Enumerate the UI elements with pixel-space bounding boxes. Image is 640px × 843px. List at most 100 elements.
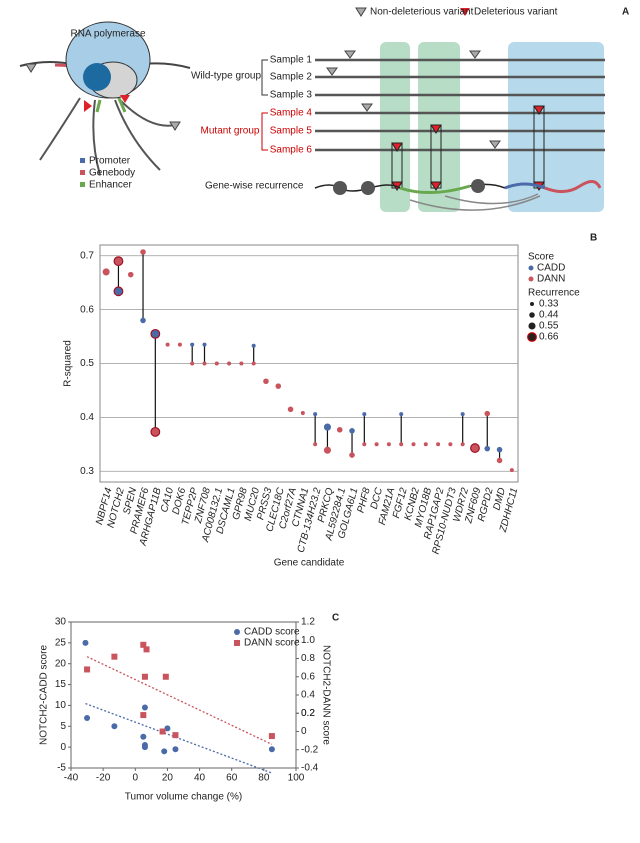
dot [436, 442, 441, 447]
dot [399, 412, 404, 417]
y2-tick-label: -0.4 [301, 763, 319, 774]
x-tick-label: -20 [96, 773, 111, 784]
x-axis-title: Tumor volume change (%) [125, 792, 242, 803]
polymerase-label: RNA polymerase [70, 29, 145, 40]
y-tick-label: 30 [55, 617, 67, 628]
legend-label: DANN score [244, 638, 300, 649]
legend-label: Genebody [89, 168, 135, 179]
point [141, 704, 148, 711]
y-tick-label: 0.6 [80, 304, 94, 315]
legend-label: 0.44 [539, 310, 559, 321]
group-label: Wild-type group [191, 71, 261, 82]
y-tick-label: 15 [55, 679, 67, 690]
point [161, 748, 168, 755]
y-tick-label: 0.4 [80, 412, 94, 423]
dot [165, 342, 170, 347]
y2-tick-label: 0.8 [301, 653, 315, 664]
y2-tick-label: 1.0 [301, 635, 315, 646]
dot [251, 343, 256, 348]
point [140, 641, 147, 648]
legend-size [527, 332, 537, 342]
legend-label: DANN [537, 274, 565, 285]
dot [484, 410, 491, 417]
diagram [19, 7, 605, 212]
sample-label: Sample 6 [270, 145, 313, 156]
dot [190, 361, 195, 366]
dot [362, 442, 367, 447]
sample-label: Sample 1 [270, 55, 313, 66]
dot [127, 271, 134, 278]
dot [300, 411, 305, 416]
dot [323, 446, 331, 454]
dot [275, 383, 282, 389]
legend-size [529, 301, 535, 307]
legend-label: Enhancer [89, 180, 132, 191]
dot [411, 442, 416, 447]
point [268, 746, 275, 753]
dot [202, 361, 207, 366]
point [84, 714, 91, 721]
dot [140, 317, 146, 324]
legend-label: Promoter [89, 156, 131, 167]
point [172, 746, 179, 753]
sample-label: Sample 2 [270, 72, 313, 83]
x-tick-label: 0 [133, 773, 139, 784]
y2-tick-label: -0.2 [301, 744, 319, 755]
point [111, 653, 118, 660]
x-axis-title: Gene candidate [274, 558, 345, 569]
dot [113, 286, 124, 297]
y2-tick-label: 0 [301, 726, 307, 737]
dot [140, 249, 146, 255]
dot [287, 406, 294, 413]
dot [336, 426, 343, 433]
y2-tick-label: 1.2 [301, 617, 315, 628]
dot [509, 468, 514, 473]
dot [470, 443, 480, 453]
legend-label: Non-deleterious variant [370, 7, 474, 18]
legend-size [528, 322, 536, 330]
dot [448, 442, 453, 447]
y-tick-label: 10 [55, 700, 67, 711]
group-label: Mutant group [201, 126, 260, 137]
trend-line [85, 702, 273, 774]
y-tick-label: 20 [55, 658, 67, 669]
point [141, 742, 148, 749]
legend-label: CADD [537, 263, 565, 274]
point [164, 725, 171, 732]
point [172, 732, 179, 739]
sample-label: Sample 3 [270, 90, 313, 101]
dot [150, 328, 161, 339]
legend-title: Recurrence [528, 288, 580, 299]
point [162, 673, 169, 680]
legend-swatch [234, 640, 240, 646]
y-tick-label: 0.5 [80, 358, 94, 369]
legend-label: CADD score [244, 627, 300, 638]
sample-label: Sample 5 [270, 126, 313, 137]
x-tick-label: 20 [162, 773, 174, 784]
y-tick-label: 5 [60, 721, 66, 732]
dot [313, 412, 318, 417]
dot [484, 445, 491, 452]
legend-label: 0.55 [539, 321, 559, 332]
y-tick-label: 0.7 [80, 250, 94, 261]
dot [263, 378, 269, 385]
dot [214, 361, 219, 366]
y-tick-label: 0.3 [80, 466, 94, 477]
point [268, 733, 275, 740]
panel-label: C [332, 613, 339, 624]
dot [374, 442, 379, 447]
dot [150, 426, 161, 437]
y-tick-label: -5 [57, 763, 66, 774]
x-tick-label: 40 [194, 773, 206, 784]
dot [496, 446, 503, 453]
x-tick-label: -40 [64, 773, 79, 784]
legend-swatch [528, 265, 534, 271]
legend-swatch [528, 276, 534, 282]
y-axis-title: NOTCH2-CADD score [39, 645, 50, 745]
dot [313, 442, 318, 447]
y-tick-label: 0 [60, 742, 66, 753]
panel-label: A [622, 7, 629, 18]
dot [423, 442, 428, 447]
dot [323, 423, 331, 431]
